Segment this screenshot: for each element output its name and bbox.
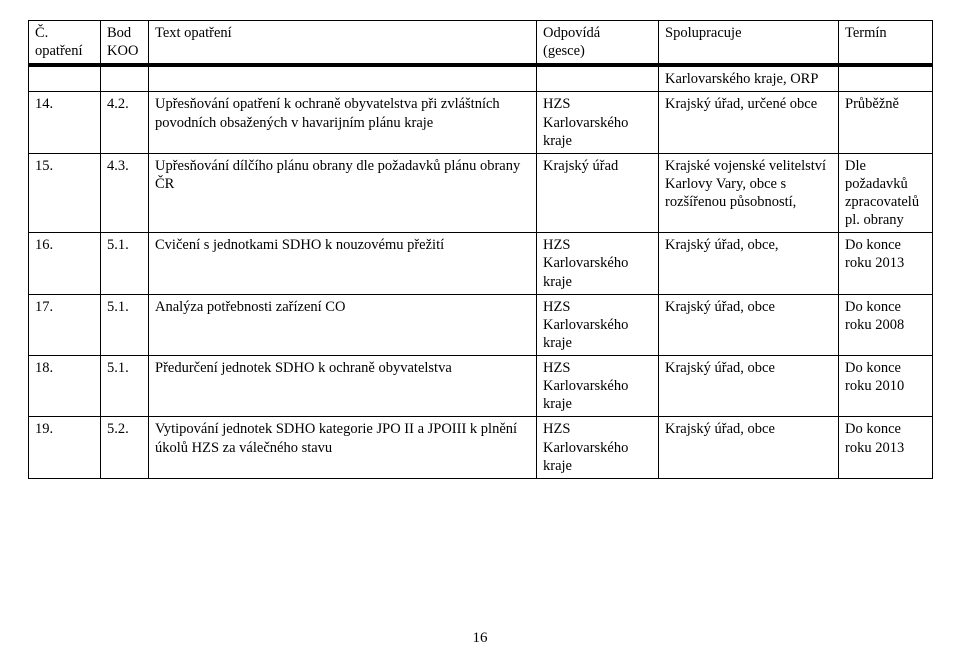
h-c5: Spolupracuje — [665, 25, 742, 41]
cell-c5: Krajský úřad, obce, — [659, 233, 839, 294]
h-c1b: opatření — [35, 43, 83, 59]
h-c4b: (gesce) — [543, 43, 585, 59]
table-body: Karlovarského kraje, ORP 14. 4.2. Upřesň… — [29, 65, 933, 478]
header-spolupracuje: Spolupracuje — [659, 21, 839, 66]
cell-c4: HZS Karlovarského kraje — [537, 92, 659, 153]
h-c4a: Odpovídá — [543, 25, 600, 41]
header-text: Text opatření — [149, 21, 537, 66]
cell-c4: Krajský úřad — [537, 153, 659, 233]
cell-c1: 17. — [29, 294, 101, 355]
cell-c3: Cvičení s jednotkami SDHO k nouzovému př… — [149, 233, 537, 294]
cell-c6: Do konce roku 2013 — [839, 233, 933, 294]
cell-c1: 18. — [29, 356, 101, 417]
cell-c3: Vytipování jednotek SDHO kategorie JPO I… — [149, 417, 537, 478]
cell-c1: 14. — [29, 92, 101, 153]
h-c1a: Č. — [35, 25, 48, 41]
cell-c2: 5.2. — [101, 417, 149, 478]
header-row: Č. opatření Bod KOO Text opatření Odpoví… — [29, 21, 933, 66]
cell-c5: Krajský úřad, obce — [659, 356, 839, 417]
cell-c4: HZS Karlovarského kraje — [537, 233, 659, 294]
cell-c4: HZS Karlovarského kraje — [537, 294, 659, 355]
header-cislo: Č. opatření — [29, 21, 101, 66]
cell-c2: 4.3. — [101, 153, 149, 233]
cell-c6: Dle požadavků zpracovatelů pl. obrany — [839, 153, 933, 233]
h-c3: Text opatření — [155, 25, 232, 41]
cell-c6: Do konce roku 2010 — [839, 356, 933, 417]
h-c6: Termín — [845, 25, 887, 41]
cell-c5: Karlovarského kraje, ORP — [659, 65, 839, 92]
page-number: 16 — [0, 630, 960, 647]
cell-c4: HZS Karlovarského kraje — [537, 356, 659, 417]
cell-c3: Analýza potřebnosti zařízení CO — [149, 294, 537, 355]
cell-c1: 16. — [29, 233, 101, 294]
cell-c3: Upřesňování opatření k ochraně obyvatels… — [149, 92, 537, 153]
cell-c2: 5.1. — [101, 233, 149, 294]
cell-c6: Průběžně — [839, 92, 933, 153]
header-bod: Bod KOO — [101, 21, 149, 66]
cell-c2 — [101, 65, 149, 92]
h-c2a: Bod — [107, 25, 131, 41]
cell-c6: Do konce roku 2008 — [839, 294, 933, 355]
page: Č. opatření Bod KOO Text opatření Odpoví… — [0, 0, 960, 655]
table-row: 16. 5.1. Cvičení s jednotkami SDHO k nou… — [29, 233, 933, 294]
cell-c6 — [839, 65, 933, 92]
header-termin: Termín — [839, 21, 933, 66]
cell-c2: 5.1. — [101, 294, 149, 355]
table-row: 18. 5.1. Předurčení jednotek SDHO k ochr… — [29, 356, 933, 417]
table-head: Č. opatření Bod KOO Text opatření Odpoví… — [29, 21, 933, 66]
cell-c1 — [29, 65, 101, 92]
cell-c5: Krajský úřad, obce — [659, 294, 839, 355]
header-odpovida: Odpovídá (gesce) — [537, 21, 659, 66]
cell-c3: Předurčení jednotek SDHO k ochraně obyva… — [149, 356, 537, 417]
table-row: 15. 4.3. Upřesňování dílčího plánu obran… — [29, 153, 933, 233]
cell-c2: 5.1. — [101, 356, 149, 417]
cell-c3 — [149, 65, 537, 92]
cell-c5: Krajský úřad, určené obce — [659, 92, 839, 153]
cell-c3: Upřesňování dílčího plánu obrany dle pož… — [149, 153, 537, 233]
cell-c6: Do konce roku 2013 — [839, 417, 933, 478]
h-c2b: KOO — [107, 43, 138, 59]
table-row: Karlovarského kraje, ORP — [29, 65, 933, 92]
cell-c5: Krajské vojenské velitelství Karlovy Var… — [659, 153, 839, 233]
cell-c2: 4.2. — [101, 92, 149, 153]
cell-c4 — [537, 65, 659, 92]
table-row: 19. 5.2. Vytipování jednotek SDHO katego… — [29, 417, 933, 478]
cell-c1: 15. — [29, 153, 101, 233]
table: Č. opatření Bod KOO Text opatření Odpoví… — [28, 20, 933, 479]
cell-c4: HZS Karlovarského kraje — [537, 417, 659, 478]
table-row: 14. 4.2. Upřesňování opatření k ochraně … — [29, 92, 933, 153]
table-row: 17. 5.1. Analýza potřebnosti zařízení CO… — [29, 294, 933, 355]
cell-c1: 19. — [29, 417, 101, 478]
cell-c5: Krajský úřad, obce — [659, 417, 839, 478]
